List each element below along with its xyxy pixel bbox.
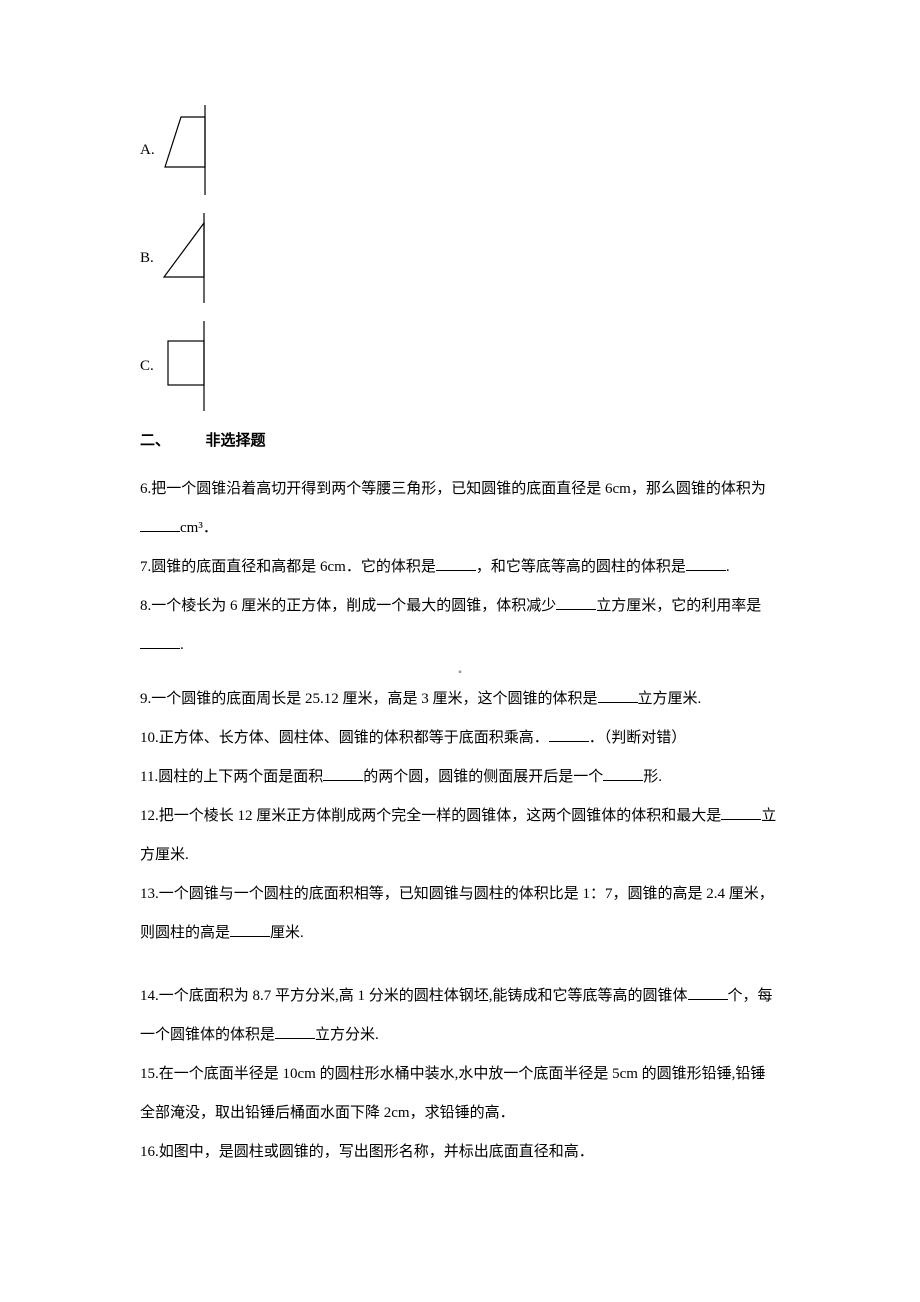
q8-blank-1[interactable] — [556, 595, 596, 610]
q12-blank[interactable] — [721, 805, 761, 820]
q9-post: 立方厘米. — [638, 691, 702, 707]
section-2-header: 二、 非选择题 — [140, 429, 780, 450]
trapezoid-shape — [163, 105, 223, 195]
rectangle-shape — [162, 321, 222, 411]
q8-blank-2[interactable] — [140, 634, 180, 649]
q6-post: cm³． — [180, 520, 218, 536]
q9-pre: 9.一个圆锥的底面周长是 25.12 厘米，高是 3 厘米，这个圆锥的体积是 — [140, 691, 598, 707]
q14-pre: 14.一个底面积为 8.7 平方分米,高 1 分米的圆柱体钢坯,能铸成和它等底等… — [140, 988, 688, 1004]
q10-post: ．（判断对错） — [589, 730, 687, 746]
option-b-label: B. — [140, 250, 154, 267]
option-b[interactable]: B. — [140, 213, 780, 303]
page-indicator: ▪ — [140, 667, 780, 678]
q14-post: 立方分米. — [315, 1027, 379, 1043]
q14-blank-1[interactable] — [688, 985, 728, 1000]
q11-pre: 11.圆柱的上下两个面是面积 — [140, 769, 323, 785]
q7-pre: 7.圆锥的底面直径和高都是 6cm．它的体积是 — [140, 559, 436, 575]
option-a-label: A. — [140, 142, 155, 159]
q6-pre: 6.把一个圆锥沿着高切开得到两个等腰三角形，已知圆锥的底面直径是 6cm，那么圆… — [140, 481, 766, 497]
q12-pre: 12.把一个棱长 12 厘米正方体削成两个完全一样的圆锥体，这两个圆锥体的体积和… — [140, 808, 721, 824]
q11-blank-1[interactable] — [323, 766, 363, 781]
triangle-shape — [162, 213, 222, 303]
option-c-label: C. — [140, 358, 154, 375]
question-15: 15.在一个底面半径是 10cm 的圆柱形水桶中装水,水中放一个底面半径是 5c… — [140, 1055, 780, 1133]
question-16: 16.如图中，是圆柱或圆锥的，写出图形名称，并标出底面直径和高． — [140, 1133, 780, 1172]
q11-post: 形. — [643, 769, 662, 785]
section-2-number: 二、 — [140, 433, 170, 449]
option-c[interactable]: C. — [140, 321, 780, 411]
q8-mid: 立方厘米，它的利用率是 — [596, 598, 761, 614]
section-2-title: 非选择题 — [206, 433, 266, 449]
q14-blank-2[interactable] — [275, 1024, 315, 1039]
q16-text: 16.如图中，是圆柱或圆锥的，写出图形名称，并标出底面直径和高． — [140, 1144, 594, 1160]
q11-blank-2[interactable] — [603, 766, 643, 781]
question-12: 12.把一个棱长 12 厘米正方体削成两个完全一样的圆锥体，这两个圆锥体的体积和… — [140, 797, 780, 875]
question-8: 8.一个棱长为 6 厘米的正方体，削成一个最大的圆锥，体积减少 立方厘米，它的利用… — [140, 587, 780, 665]
q13-post: 厘米. — [270, 925, 304, 941]
question-10: 10.正方体、长方体、圆柱体、圆锥的体积都等于底面积乘高． ．（判断对错） — [140, 719, 780, 758]
q9-blank[interactable] — [598, 688, 638, 703]
q15-text: 15.在一个底面半径是 10cm 的圆柱形水桶中装水,水中放一个底面半径是 5c… — [140, 1066, 765, 1121]
option-a[interactable]: A. — [140, 105, 780, 195]
q10-pre: 10.正方体、长方体、圆柱体、圆锥的体积都等于底面积乘高． — [140, 730, 549, 746]
q6-blank[interactable] — [140, 517, 180, 532]
question-9: 9.一个圆锥的底面周长是 25.12 厘米，高是 3 厘米，这个圆锥的体积是 立方… — [140, 680, 780, 719]
question-6: 6.把一个圆锥沿着高切开得到两个等腰三角形，已知圆锥的底面直径是 6cm，那么圆… — [140, 470, 780, 548]
question-11: 11.圆柱的上下两个面是面积 的两个圆，圆锥的侧面展开后是一个 形. — [140, 758, 780, 797]
q11-mid: 的两个圆，圆锥的侧面展开后是一个 — [363, 769, 603, 785]
question-13: 13.一个圆锥与一个圆柱的底面积相等，已知圆锥与圆柱的体积比是 1：7，圆锥的高… — [140, 875, 780, 953]
q7-post: . — [726, 559, 730, 575]
q7-blank-1[interactable] — [436, 556, 476, 571]
q8-pre: 8.一个棱长为 6 厘米的正方体，削成一个最大的圆锥，体积减少 — [140, 598, 556, 614]
q13-blank[interactable] — [230, 922, 270, 937]
q8-post: . — [180, 637, 184, 653]
question-14: 14.一个底面积为 8.7 平方分米,高 1 分米的圆柱体钢坯,能铸成和它等底等… — [140, 977, 780, 1055]
question-7: 7.圆锥的底面直径和高都是 6cm．它的体积是 ，和它等底等高的圆柱的体积是. — [140, 548, 780, 587]
q10-blank[interactable] — [549, 727, 589, 742]
q7-blank-2[interactable] — [686, 556, 726, 571]
q7-mid: ，和它等底等高的圆柱的体积是 — [476, 559, 686, 575]
